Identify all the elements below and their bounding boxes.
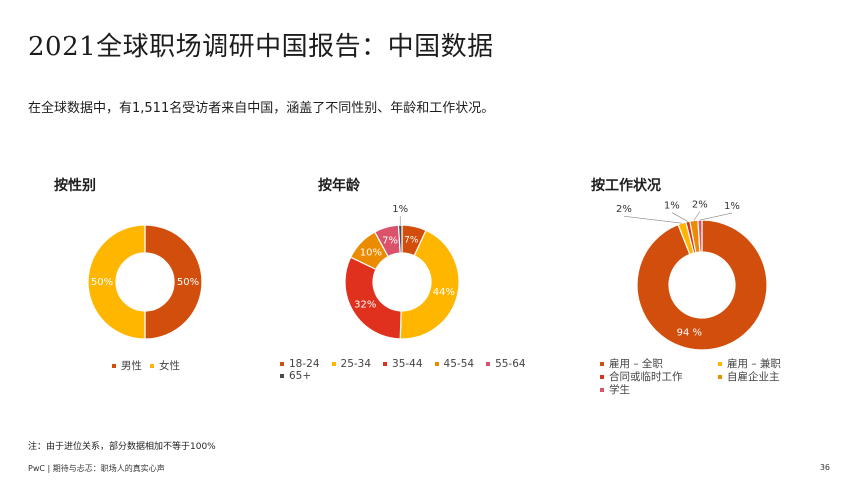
legend-label: 55-64 xyxy=(495,358,526,370)
slice-男性 xyxy=(144,224,203,340)
slice-学生 xyxy=(697,219,703,253)
data-label-男性: 50% xyxy=(177,277,199,288)
gender-donut-chart: 50% 50% xyxy=(87,224,203,340)
legend-item-合同或临时工作: 合同或临时工作 xyxy=(600,371,718,384)
work-status-legend: 雇用 – 全职 雇用 – 兼职合同或临时工作 自雇企业主学生 xyxy=(600,358,800,397)
legend-marker xyxy=(486,362,491,366)
legend-item-雇用 – 兼职: 雇用 – 兼职 xyxy=(718,358,798,371)
legend-item-女性: 女性 xyxy=(150,358,180,373)
legend-item-自雇企业主: 自雇企业主 xyxy=(718,371,798,384)
leader-line xyxy=(693,211,701,221)
legend-label: 合同或临时工作 xyxy=(609,371,683,383)
footer-text: PwC | 期待与忐忑：职场人的真实心声 xyxy=(28,464,165,473)
legend-label: 25-34 xyxy=(340,358,372,370)
chart-title-age: 按年龄 xyxy=(318,178,360,194)
legend-marker xyxy=(434,362,439,366)
chart-title-work-status: 按工作状况 xyxy=(591,178,661,194)
legend-marker xyxy=(600,375,604,379)
legend-label: 35-44 xyxy=(392,358,423,370)
legend-item-25-34: 25-34 xyxy=(331,358,372,370)
slice-雇用 – 全职 xyxy=(636,219,768,351)
data-label-25-34: 44% xyxy=(433,287,455,298)
legend-label: 学生 xyxy=(609,384,630,396)
data-label-雇用 – 兼职: 2% xyxy=(616,204,632,215)
slice-25-34 xyxy=(399,229,460,340)
legend-marker xyxy=(718,375,722,379)
legend-marker xyxy=(280,362,284,366)
legend-label: 女性 xyxy=(159,360,180,372)
data-label-合同或临时工作: 1% xyxy=(664,201,680,212)
slice-65+ xyxy=(397,224,403,254)
legend-item-学生: 学生 xyxy=(600,384,718,397)
legend-item-18-24: 18-24 xyxy=(280,358,320,370)
slice-女性 xyxy=(87,224,146,340)
legend-label: 雇用 – 兼职 xyxy=(727,358,781,370)
legend-marker xyxy=(600,362,604,366)
legend-item-45-54: 45-54 xyxy=(434,358,475,370)
leader-line xyxy=(623,215,682,224)
data-label-45-54: 10% xyxy=(360,247,382,258)
legend-label: 45-54 xyxy=(443,358,475,370)
legend-marker xyxy=(150,364,154,368)
legend-label: 雇用 – 全职 xyxy=(609,358,663,370)
legend-label: 18-24 xyxy=(289,358,320,370)
gender-legend: 男性 女性 xyxy=(112,358,232,373)
data-label-女性: 50% xyxy=(91,277,113,288)
legend-marker xyxy=(383,362,388,366)
legend-item-65+: 65+ xyxy=(280,370,311,382)
data-label-自雇企业主: 2% xyxy=(692,200,708,211)
legend-item-雇用 – 全职: 雇用 – 全职 xyxy=(600,358,718,371)
legend-marker xyxy=(112,364,116,368)
leader-line xyxy=(671,212,688,222)
chart-title-gender: 按性别 xyxy=(54,178,96,194)
data-label-18-24: 7% xyxy=(404,236,419,246)
legend-label: 65+ xyxy=(289,370,312,382)
legend-label: 男性 xyxy=(121,360,142,372)
page-title: 2021全球职场调研中国报告：中国数据 xyxy=(28,32,494,62)
data-label-65+: 1% xyxy=(392,204,408,215)
footnote: 注：由于进位关系，部分数据相加不等于100% xyxy=(28,442,216,452)
legend-label: 自雇企业主 xyxy=(727,371,780,383)
page-subtitle: 在全球数据中，有1,511名受访者来自中国，涵盖了不同性别、年龄和工作状况。 xyxy=(28,101,495,116)
age-legend: 18-24 25-34 35-44 45-54 55-64 65+ xyxy=(280,358,550,382)
legend-item-男性: 男性 xyxy=(112,358,142,373)
leader-line xyxy=(699,212,733,221)
legend-marker xyxy=(280,374,284,378)
legend-item-55-64: 55-64 xyxy=(486,358,526,370)
legend-marker xyxy=(331,362,336,366)
data-label-雇用 – 全职: 94 % xyxy=(677,327,702,338)
data-label-35-44: 32% xyxy=(354,299,376,310)
work-status-donut-chart: 94 % 2% 1% 2% 1% xyxy=(616,200,768,351)
age-donut-chart: 7%44%32%10%7%1% xyxy=(344,204,460,340)
data-label-55-64: 7% xyxy=(382,236,398,247)
legend-marker xyxy=(600,388,604,392)
page-number: 36 xyxy=(819,463,830,472)
slice-35-44 xyxy=(344,256,402,340)
legend-item-35-44: 35-44 xyxy=(383,358,423,370)
data-label-学生: 1% xyxy=(724,201,740,212)
legend-marker xyxy=(718,362,722,366)
